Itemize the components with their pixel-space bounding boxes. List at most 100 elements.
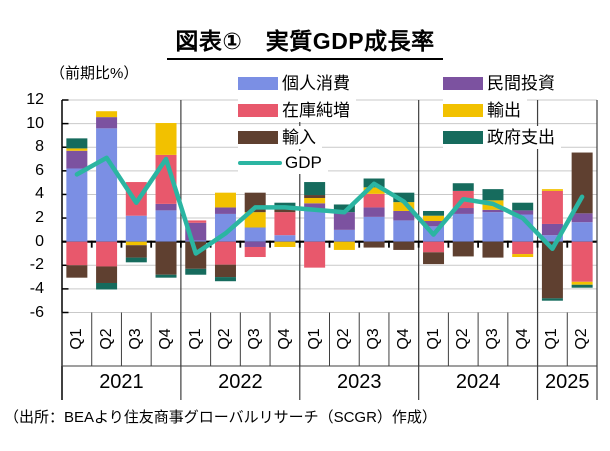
bar-segment bbox=[96, 128, 118, 242]
bar-segment bbox=[214, 241, 236, 265]
bar-segment bbox=[541, 241, 563, 299]
bar-segment bbox=[452, 241, 474, 257]
y-axis-label: 10 bbox=[26, 114, 44, 132]
bar-segment bbox=[96, 266, 118, 283]
bar-segment bbox=[66, 138, 88, 149]
bar-segment bbox=[363, 216, 385, 242]
x-axis-quarter-label: Q3 bbox=[483, 328, 501, 350]
bar-segment bbox=[155, 203, 177, 211]
gdp-line bbox=[74, 155, 585, 256]
title-wrap: 図表① 実質GDP成長率 bbox=[0, 22, 610, 60]
bar-segment bbox=[512, 210, 534, 215]
legend-label: 在庫純増 bbox=[282, 101, 350, 120]
legend-color-swatch bbox=[238, 131, 278, 144]
bar-segment bbox=[571, 241, 593, 282]
bar-segment bbox=[541, 223, 563, 236]
bar-segment bbox=[66, 150, 88, 169]
x-axis-quarter-label: Q2 bbox=[454, 328, 472, 350]
y-axis-label: 2 bbox=[35, 209, 44, 227]
x-axis-quarter-label: Q1 bbox=[305, 328, 323, 350]
x-axis-year-label: 2022 bbox=[218, 371, 263, 393]
bar-segment bbox=[155, 123, 177, 155]
bar-segment bbox=[571, 213, 593, 223]
bar-segment bbox=[333, 204, 355, 213]
bar-segment bbox=[393, 220, 415, 242]
legend-color-swatch bbox=[238, 77, 278, 90]
legend-label: 輸出 bbox=[487, 101, 521, 120]
bar-segment bbox=[541, 190, 563, 224]
bar-segment bbox=[423, 215, 445, 222]
bar-segment bbox=[125, 245, 147, 258]
bar-segment bbox=[452, 208, 474, 214]
legend-label: 輸入 bbox=[282, 128, 316, 147]
bar-segment bbox=[304, 195, 326, 198]
y-axis-label: 0 bbox=[35, 232, 44, 250]
legend-item: GDP bbox=[238, 151, 328, 174]
y-axis-label: 12 bbox=[26, 91, 44, 108]
bar-segment bbox=[185, 268, 207, 275]
bar-segment bbox=[571, 281, 593, 285]
x-axis-quarter-label: Q4 bbox=[394, 328, 412, 350]
bar-segment bbox=[214, 264, 236, 278]
legend-color-swatch bbox=[443, 131, 483, 144]
bar-segment bbox=[155, 241, 177, 275]
bar-segment bbox=[482, 189, 504, 201]
x-axis-quarter-label: Q2 bbox=[573, 328, 591, 350]
bar-segment bbox=[423, 241, 445, 253]
bar-segment bbox=[393, 210, 415, 221]
bar-segment bbox=[244, 212, 266, 228]
x-axis-year-label: 2023 bbox=[336, 371, 382, 393]
bar-segment bbox=[393, 241, 415, 250]
bar-segment bbox=[423, 221, 445, 227]
bar-segment bbox=[125, 257, 147, 263]
bar-segment bbox=[304, 197, 326, 204]
bar-segment bbox=[512, 241, 534, 255]
bar-segment bbox=[333, 241, 355, 250]
bar-segment bbox=[96, 117, 118, 129]
x-axis-quarter-label: Q3 bbox=[246, 328, 264, 350]
bar-segment bbox=[125, 215, 147, 242]
bar-segment bbox=[214, 207, 236, 214]
bar-segment bbox=[244, 241, 266, 247]
x-axis-quarter-label: Q1 bbox=[186, 328, 204, 350]
y-axis-label: 4 bbox=[35, 185, 44, 203]
x-axis-year-label: 2021 bbox=[99, 371, 144, 393]
y-axis-label: -4 bbox=[29, 279, 44, 297]
bar-segment bbox=[423, 210, 445, 216]
bar-segment bbox=[393, 192, 415, 203]
x-axis-quarter-label: Q3 bbox=[127, 328, 145, 350]
bar-segment bbox=[482, 241, 504, 258]
legend-color-swatch bbox=[443, 77, 483, 90]
bar-segment bbox=[333, 229, 355, 242]
x-axis-quarter-label: Q2 bbox=[97, 328, 115, 350]
bar-segment bbox=[541, 189, 563, 191]
x-axis-quarter-label: Q1 bbox=[543, 328, 561, 350]
bar-segment bbox=[452, 213, 474, 242]
legend-color-swatch bbox=[443, 104, 483, 117]
legend-color-swatch bbox=[238, 104, 278, 117]
bar-segment bbox=[274, 235, 296, 242]
legend-line-swatch bbox=[238, 160, 282, 165]
bar-segment bbox=[274, 241, 296, 247]
bar-segment bbox=[274, 212, 296, 236]
bar-segment bbox=[363, 187, 385, 194]
legend-item: 輸出 bbox=[443, 99, 527, 122]
legend-label: 個人消費 bbox=[282, 74, 350, 93]
bar-segment bbox=[66, 148, 88, 151]
x-axis-quarter-label: Q2 bbox=[335, 328, 353, 350]
y-axis-unit-label: （前期比%） bbox=[50, 65, 139, 82]
bar-segment bbox=[512, 202, 534, 211]
bar-segment bbox=[66, 168, 88, 242]
bar-segment bbox=[571, 284, 593, 288]
y-axis-label: -6 bbox=[29, 303, 44, 321]
bar-segment bbox=[66, 265, 88, 278]
x-axis-quarter-label: Q4 bbox=[157, 328, 175, 350]
bar-segment bbox=[244, 246, 266, 258]
bar-segment bbox=[96, 282, 118, 290]
bar-segment bbox=[482, 209, 504, 213]
bar-segment bbox=[66, 241, 88, 266]
y-axis-label: -2 bbox=[29, 256, 44, 274]
bar-segment bbox=[155, 210, 177, 242]
